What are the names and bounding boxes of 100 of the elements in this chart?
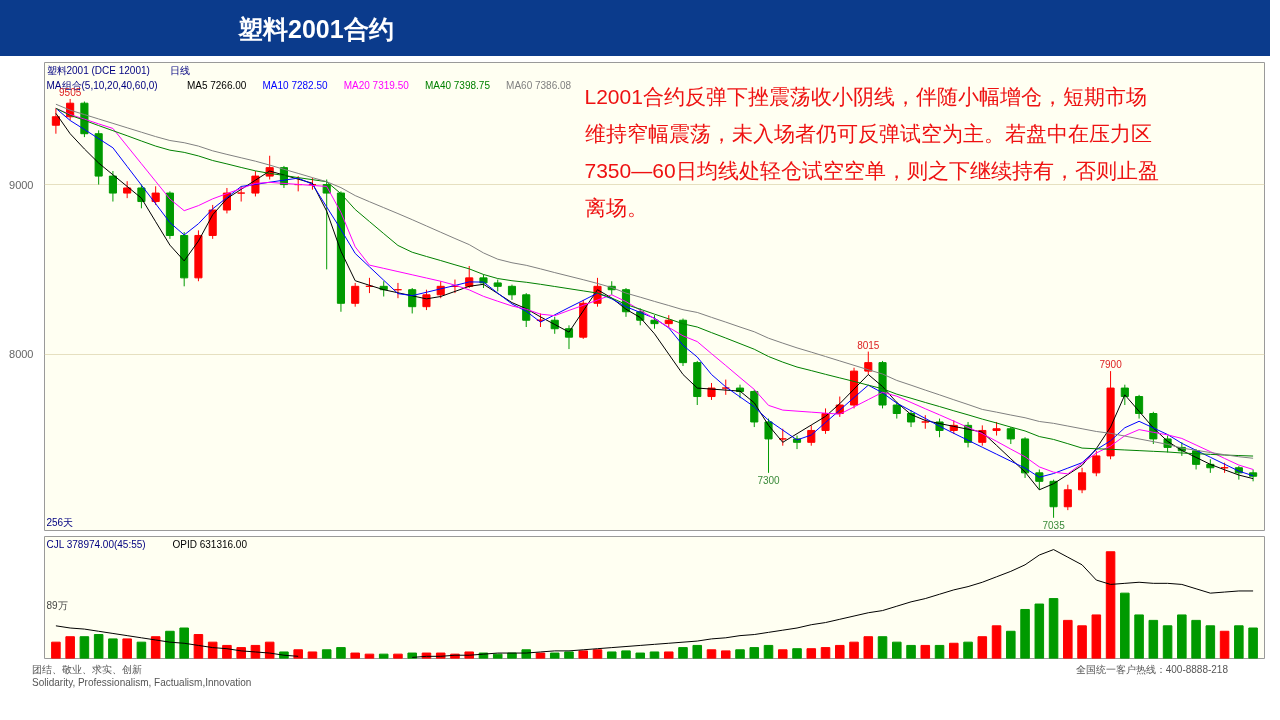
- bar: [720, 650, 731, 659]
- bar: [706, 649, 717, 659]
- bar: [1248, 627, 1258, 659]
- bar: [849, 641, 859, 659]
- bar: [179, 627, 189, 659]
- bar: [1020, 608, 1030, 659]
- annotation: 256天: [46, 516, 74, 528]
- bar: [1048, 598, 1059, 659]
- bar: [606, 651, 617, 659]
- bar: [1234, 625, 1244, 659]
- bar: [564, 651, 574, 659]
- bar: [321, 649, 332, 659]
- bar: [307, 651, 318, 659]
- bar: [93, 634, 104, 659]
- bar: [949, 642, 959, 659]
- bar: [65, 636, 75, 659]
- bar: [1120, 592, 1130, 659]
- annotation: 塑料2001 (DCE 12001): [46, 64, 150, 76]
- bar: [1034, 603, 1045, 659]
- candlestick: [1135, 394, 1144, 420]
- candlestick: [1063, 484, 1072, 511]
- bar: [549, 652, 560, 659]
- bar: [877, 636, 888, 659]
- bar: [1162, 625, 1173, 659]
- annotation: 7900: [1099, 359, 1123, 371]
- bar: [749, 647, 760, 659]
- bar: [934, 644, 945, 659]
- bar: [649, 651, 660, 659]
- bar: [920, 644, 931, 659]
- bar: [222, 644, 232, 659]
- text: Solidarity, Professionalism, Factualism,Innovation: [32, 677, 252, 688]
- bar: [621, 650, 631, 659]
- annotation: L2001合约反弹下挫震荡收小阴线，伴随小幅增仓，短期市场维持窄幅震荡，未入场者仍可反弹试空为主。若盘中在压力区7350—60日均线处轻仓试空空单，则之下继续持有，否则止盈离场。: [584, 84, 1159, 219]
- annotation: 7300: [757, 474, 781, 486]
- bar: [1148, 619, 1159, 659]
- bar: [136, 641, 147, 659]
- bar: [1219, 630, 1230, 659]
- text: MA40 7398.75: [424, 79, 491, 91]
- bar: [692, 644, 703, 659]
- text: MA10 7282.50: [262, 79, 328, 91]
- candlestick: [1120, 384, 1129, 406]
- bar: [763, 644, 774, 659]
- bar: [150, 636, 161, 659]
- bar: [364, 653, 375, 659]
- annotation: 89万: [46, 599, 68, 611]
- y-tick-label: 9000: [9, 178, 34, 191]
- bar: [207, 641, 218, 659]
- candlestick: [764, 418, 773, 474]
- bar: [122, 638, 132, 659]
- text: CJL 378974.00(45:55): [46, 538, 146, 550]
- bar: [578, 650, 589, 659]
- candlestick: [1092, 450, 1101, 477]
- bar: [806, 648, 817, 659]
- bar: [393, 653, 403, 659]
- bar: [108, 638, 118, 659]
- text: 全国统一客户热线：400-8888-218: [1075, 663, 1228, 676]
- bar: [792, 648, 802, 659]
- candlestick: [108, 170, 117, 203]
- bar: [963, 641, 973, 659]
- bar: [165, 630, 175, 659]
- bar: [835, 644, 845, 659]
- bar: [1091, 614, 1102, 659]
- bar: [79, 636, 90, 659]
- bar: [735, 649, 745, 659]
- bar: [1177, 614, 1187, 659]
- bar: [1077, 625, 1087, 659]
- candlestick: [51, 107, 60, 135]
- bar: [892, 641, 902, 659]
- bar: [592, 649, 603, 659]
- text: MA20 7319.50: [343, 79, 410, 91]
- text: MA60 7386.08: [506, 79, 572, 91]
- candlestick: [1078, 467, 1087, 494]
- bar: [350, 652, 360, 659]
- bar: [1134, 614, 1144, 659]
- bar: [1191, 619, 1201, 659]
- bar: [678, 647, 688, 659]
- bar: [193, 634, 204, 659]
- text: MA5 7266.00: [186, 79, 247, 91]
- candlestick: [351, 282, 360, 308]
- text: 团结、敬业、求实、创新: [32, 664, 142, 675]
- bar: [663, 651, 674, 659]
- bar: [635, 652, 646, 659]
- bar: [1105, 551, 1116, 659]
- bar: [378, 653, 389, 659]
- bar: [336, 647, 346, 659]
- annotation: 日线: [170, 64, 191, 76]
- bar: [1063, 619, 1073, 659]
- bar: [820, 647, 831, 659]
- bar: [977, 636, 988, 659]
- y-tick-label: 8000: [9, 348, 34, 361]
- bar: [863, 636, 874, 659]
- text: OPID 631316.00: [172, 538, 248, 550]
- annotation: 8015: [857, 339, 880, 351]
- bar: [778, 649, 788, 659]
- bar: [906, 644, 916, 659]
- bar: [991, 625, 1002, 659]
- bar: [1205, 625, 1216, 659]
- bar: [293, 649, 303, 659]
- bar: [51, 641, 61, 659]
- bar: [264, 641, 275, 659]
